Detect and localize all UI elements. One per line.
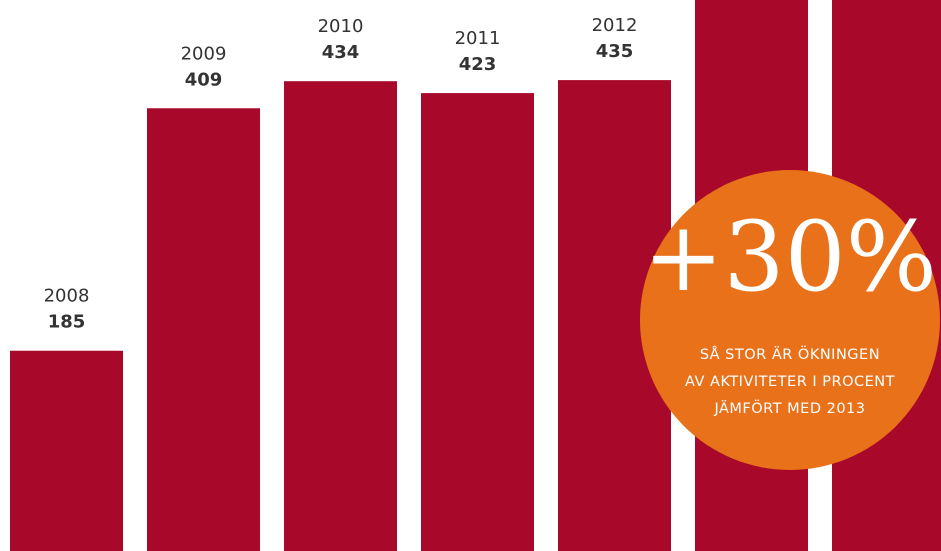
badge-headline: +30%: [643, 201, 937, 313]
bar: [10, 350, 123, 551]
year-label: 2012: [592, 15, 638, 36]
value-label: 435: [596, 41, 634, 62]
bar: [284, 81, 397, 551]
year-label: 2008: [44, 286, 90, 307]
value-label: 185: [48, 312, 86, 333]
value-label: 423: [459, 54, 497, 75]
value-label: 434: [322, 42, 360, 63]
year-label: 2011: [455, 28, 501, 49]
value-label: 409: [185, 69, 223, 90]
badge-caption: AV AKTIVITETER I PROCENT: [685, 374, 895, 390]
year-label: 2009: [181, 43, 227, 64]
bar: [147, 108, 260, 551]
bar: [421, 93, 534, 551]
year-label: 2010: [318, 16, 364, 37]
badge-caption: JÄMFÖRT MED 2013: [713, 399, 865, 417]
badge-caption: SÅ STOR ÄR ÖKNINGEN: [700, 345, 880, 363]
badge: [640, 170, 940, 470]
